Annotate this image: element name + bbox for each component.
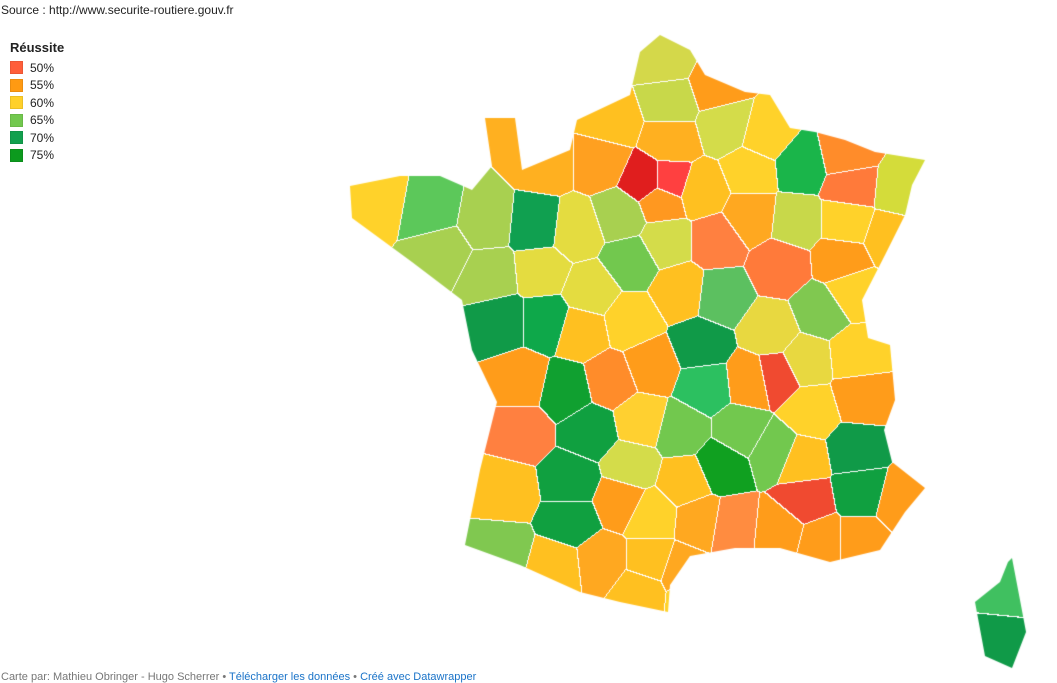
download-data-link[interactable]: Télécharger les données: [229, 671, 351, 683]
legend: Réussite 50% 55% 60% 65% 70% 75%: [10, 40, 64, 164]
footer: Carte par: Mathieu Obringer - Hugo Scher…: [1, 671, 476, 683]
credits: Carte par: Mathieu Obringer - Hugo Scher…: [1, 671, 220, 683]
legend-label: 75%: [30, 148, 55, 163]
separator: •: [219, 671, 230, 683]
legend-item: 60%: [10, 94, 64, 112]
legend-title: Réussite: [10, 40, 65, 55]
datawrapper-link[interactable]: Créé avec Datawrapper: [360, 671, 477, 683]
legend-swatch: [10, 78, 23, 92]
legend-swatch: [10, 131, 23, 145]
source-note: Source : http://www.securite-routiere.go…: [1, 3, 234, 17]
separator: •: [350, 671, 361, 683]
legend-item: 65%: [10, 112, 64, 130]
legend-item: 75%: [10, 147, 64, 165]
legend-swatch: [10, 61, 23, 75]
legend-label: 55%: [30, 78, 55, 93]
legend-swatch: [10, 148, 23, 162]
legend-item: 70%: [10, 129, 64, 147]
legend-swatch: [10, 113, 23, 127]
legend-label: 65%: [30, 113, 55, 128]
legend-label: 70%: [30, 130, 55, 145]
legend-swatch: [10, 96, 23, 110]
legend-item: 50%: [10, 59, 64, 77]
legend-label: 50%: [30, 60, 55, 75]
legend-label: 60%: [30, 95, 55, 110]
legend-item: 55%: [10, 77, 64, 95]
